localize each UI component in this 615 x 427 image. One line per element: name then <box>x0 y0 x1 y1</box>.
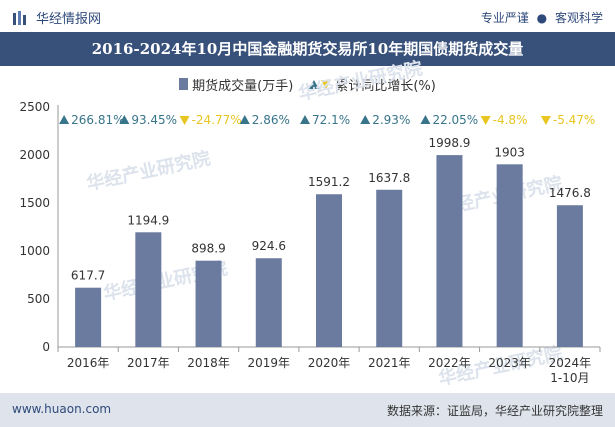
growth-marker-3 <box>239 115 250 124</box>
bar-chart: 华经产业研究院华经产业研究院华经产业研究院华经产业研究院华经产业研究院05001… <box>19 57 601 390</box>
watermark-1: 华经产业研究院 <box>296 57 424 105</box>
category-label-6: 2022年 <box>428 356 471 370</box>
category-label-2: 2018年 <box>187 356 230 370</box>
category-label-3: 2019年 <box>248 356 291 370</box>
growth-marker-1 <box>119 115 130 124</box>
legend-down-triangle-icon <box>321 79 332 89</box>
huajing-logo-icon <box>13 10 26 25</box>
growth-label-2: -24.77% <box>192 113 242 127</box>
category-label-7: 2023年 <box>488 356 531 370</box>
value-label-5: 1637.8 <box>368 171 410 185</box>
footer-source-label: 数据来源： <box>386 404 447 418</box>
category-label-4: 2020年 <box>308 356 351 370</box>
value-label-7: 1903 <box>494 145 525 159</box>
growth-marker-8 <box>540 116 551 125</box>
growth-label-7: -4.8% <box>493 113 528 127</box>
category-label-5: 2021年 <box>368 356 411 370</box>
growth-label-6: 22.05% <box>432 113 478 127</box>
growth-label-8: -5.47% <box>553 113 595 127</box>
category-label-1: 2017年 <box>127 356 170 370</box>
growth-label-4: 72.1% <box>312 113 350 127</box>
bar-1 <box>135 232 162 347</box>
brand-name: 华经情报网 <box>36 12 102 27</box>
legend-up-triangle-icon <box>309 79 320 89</box>
growth-label-0: 266.81% <box>71 113 124 127</box>
growth-marker-2 <box>179 116 190 125</box>
value-label-3: 924.6 <box>252 239 286 253</box>
top-bar: 华经情报网 专业严谨 ● 客观科学 <box>0 0 615 32</box>
chart-title: 2016-2024年10月中国金融期货交易所10年期国债期货成交量 <box>0 32 615 66</box>
value-label-4: 1591.2 <box>308 175 350 189</box>
tagline-left: 专业严谨 <box>480 11 529 25</box>
bar-5 <box>376 189 403 347</box>
legend-label-volume: 期货成交量(万手) <box>192 78 294 94</box>
growth-marker-7 <box>480 116 491 125</box>
growth-label-1: 93.45% <box>131 113 177 127</box>
footer-source: 数据来源：证监局，华经产业研究院整理 <box>387 402 603 419</box>
tagline: 专业严谨 ● 客观科学 <box>481 9 603 26</box>
y-tick-label-2000: 2000 <box>19 148 50 162</box>
growth-marker-4 <box>300 115 310 124</box>
category-label-8-line1: 1-10月 <box>550 371 589 385</box>
bar-6 <box>436 155 463 347</box>
tagline-separator: ● <box>536 11 548 25</box>
watermark-0: 华经产业研究院 <box>84 147 212 195</box>
legend: 期货成交量(万手) 累计同比增长(%) <box>0 74 615 94</box>
value-label-2: 898.9 <box>191 242 225 256</box>
value-label-0: 617.7 <box>71 269 105 283</box>
bar-0 <box>75 287 102 347</box>
tagline-right: 客观科学 <box>554 11 603 25</box>
footer: www.huaon.com 数据来源：证监局，华经产业研究院整理 <box>0 393 615 427</box>
y-tick-label-1500: 1500 <box>19 196 50 210</box>
growth-label-3: 2.86% <box>252 113 290 127</box>
footer-source-text: 证监局，华经产业研究院整理 <box>446 404 603 418</box>
category-label-8: 2024年 <box>549 356 592 370</box>
bar-2 <box>195 260 222 347</box>
growth-marker-0 <box>59 115 70 124</box>
growth-marker-5 <box>360 115 371 124</box>
footer-site: www.huaon.com <box>12 402 112 416</box>
legend-label-growth: 累计同比增长(%) <box>335 78 436 94</box>
bar-3 <box>255 258 282 347</box>
y-tick-label-2500: 2500 <box>19 100 50 114</box>
legend-swatch-bar <box>179 78 189 90</box>
brand: 华经情报网 <box>12 8 101 27</box>
growth-label-5: 2.93% <box>372 113 410 127</box>
y-tick-label-500: 500 <box>27 292 50 306</box>
value-label-6: 1998.9 <box>428 136 470 150</box>
legend-item-growth: 累计同比增长(%) <box>309 75 436 94</box>
value-label-8: 1476.8 <box>549 186 591 200</box>
category-label-0: 2016年 <box>67 356 110 370</box>
growth-marker-6 <box>420 115 431 124</box>
legend-item-volume: 期货成交量(万手) <box>179 75 293 94</box>
bar-4 <box>316 194 342 347</box>
value-label-1: 1194.9 <box>127 213 169 227</box>
y-tick-label-1000: 1000 <box>19 244 50 258</box>
y-tick-label-0: 0 <box>42 340 50 354</box>
bar-8 <box>556 205 583 347</box>
bar-7 <box>496 164 523 347</box>
